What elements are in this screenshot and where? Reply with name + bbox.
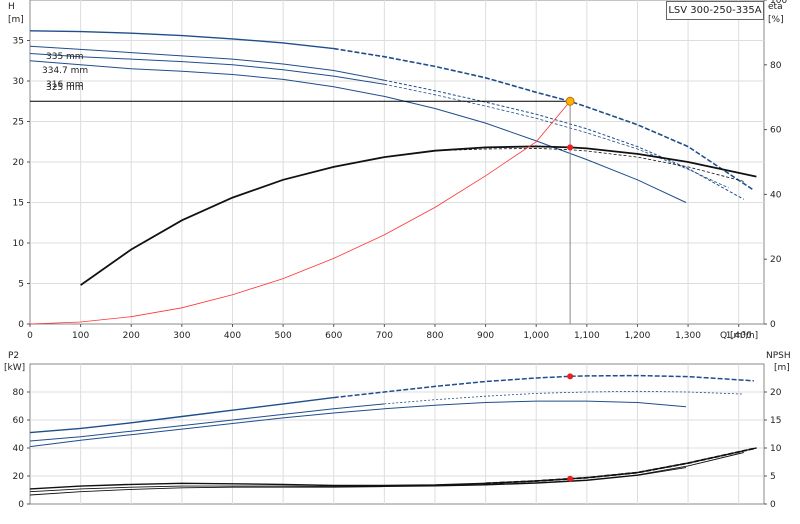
y2-axis-unit: [%] (768, 15, 784, 25)
npsh-duty-marker (567, 475, 574, 482)
y2-tick-label: 0 (770, 320, 776, 330)
y2-tick-label: 60 (770, 126, 782, 136)
y2-tick-label: 20 (770, 255, 782, 265)
y2-tick-label: 40 (770, 190, 782, 200)
curve-label: 334.7 mm (42, 66, 88, 76)
curve-label: 325 mm (46, 83, 84, 93)
power-plot-frame (29, 363, 765, 505)
x-tick-label: 1,400 (726, 331, 752, 341)
x-tick-label: 600 (325, 331, 342, 341)
y-tick-label: 30 (13, 77, 25, 87)
npsh-tick-label: 20 (770, 388, 782, 398)
y2-tick-label: 80 (770, 61, 782, 71)
p2-tick-label: 80 (13, 388, 25, 398)
npsh-tick-label: 15 (770, 416, 781, 426)
power-grid (29, 363, 765, 505)
npsh-tick-label: 0 (770, 500, 776, 510)
power-curve-334-7-dashed (384, 390, 744, 405)
p2-tick-label: 60 (13, 416, 25, 426)
x-tick-label: 700 (376, 331, 393, 341)
x-tick-label: 800 (426, 331, 443, 341)
y-tick-label: 0 (18, 320, 24, 330)
x-tick-label: 1,100 (574, 331, 600, 341)
p2-tick-label: 20 (13, 472, 25, 482)
y-tick-label: 25 (13, 118, 24, 128)
head-curve-335-dashed (333, 47, 755, 191)
npsh-axis-label: NPSH (766, 351, 791, 361)
x-tick-label: 400 (224, 331, 241, 341)
power-curves (29, 373, 757, 496)
head-curve-334-7 (29, 45, 385, 81)
head-curve-316 (29, 60, 687, 203)
y-tick-label: 35 (13, 37, 24, 47)
y-tick-label: 10 (13, 239, 25, 249)
power-curve-316 (29, 400, 687, 448)
npsh-curve-335-dashed (485, 447, 757, 485)
curve-label: 316 mm (46, 80, 84, 90)
npsh-axis-unit: [m] (774, 363, 790, 373)
npsh-curve-316 (29, 467, 687, 496)
x-axis-label: Q [m³/h] (720, 331, 758, 341)
head-curve-335 (29, 30, 334, 50)
x-tick-label: 1,300 (675, 331, 701, 341)
y-tick-label: 15 (13, 199, 24, 209)
x-tick-label: 1,200 (625, 331, 651, 341)
x-tick-label: 1,000 (523, 331, 549, 341)
x-tick-label: 300 (173, 331, 190, 341)
npsh-tick-label: 5 (770, 472, 776, 482)
chart-title: LSV 300-250-335A (666, 1, 764, 20)
y-axis-label: H (8, 2, 15, 12)
x-tick-label: 900 (477, 331, 494, 341)
x-tick-label: 200 (123, 331, 140, 341)
head-curve-334-7-dashed (384, 79, 745, 200)
x-tick-label: 500 (275, 331, 292, 341)
x-tick-label: 0 (27, 331, 33, 341)
p2-axis-label: P2 (8, 351, 19, 361)
head-grid (29, 0, 765, 325)
system-curve (29, 101, 571, 325)
y-tick-label: 20 (13, 158, 25, 168)
y-tick-label: 5 (18, 280, 24, 290)
head-curve-325 (29, 53, 385, 85)
power-curve-334-7 (29, 403, 385, 442)
y-axis-unit: [m] (8, 15, 24, 25)
duty-point-marker (565, 96, 575, 106)
p2-axis-unit: [kW] (4, 363, 25, 373)
p2-tick-label: 0 (18, 500, 24, 510)
head-curves (29, 30, 757, 325)
power-curve-335 (29, 396, 334, 434)
power-duty-marker (567, 373, 574, 380)
y2-tick-label: 100 (770, 0, 787, 6)
y2-axis-label: eta (768, 2, 783, 12)
p2-tick-label: 40 (13, 444, 25, 454)
npsh-curve-334-7 (29, 452, 744, 493)
power-curve-335-dashed (333, 374, 754, 399)
efficiency-point-marker (567, 144, 574, 151)
x-tick-label: 100 (72, 331, 89, 341)
curve-label: 335 mm (46, 52, 84, 62)
head-curve-325-dashed (384, 83, 729, 189)
npsh-tick-label: 10 (770, 444, 782, 454)
